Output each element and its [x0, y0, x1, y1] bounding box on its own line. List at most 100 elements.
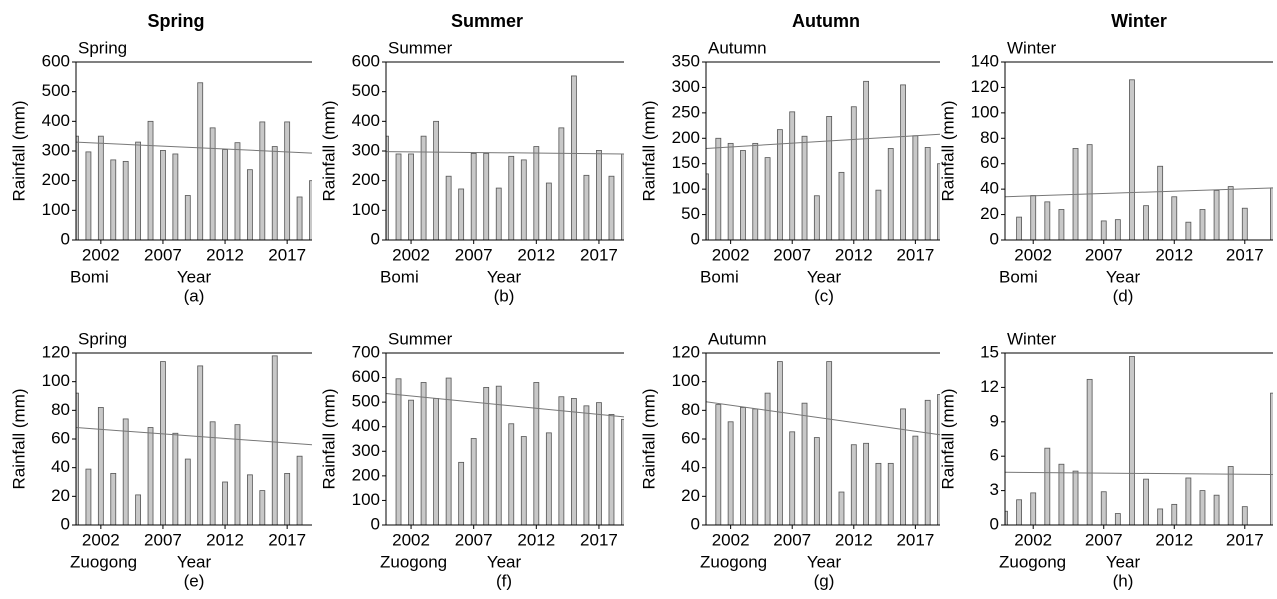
x-axis-label: Year	[487, 552, 522, 571]
x-tick-label: 2002	[392, 530, 430, 549]
x-tick-label: 2002	[392, 245, 430, 264]
bar	[1072, 470, 1079, 525]
bar	[533, 382, 540, 525]
bar	[789, 111, 796, 240]
bar	[583, 405, 590, 525]
bar	[110, 159, 117, 240]
y-tick-label: 400	[352, 416, 380, 435]
panel-caption: (c)	[814, 286, 834, 305]
bars	[706, 361, 940, 525]
bar	[495, 385, 502, 525]
panel-title: Winter	[1007, 329, 1056, 348]
bar	[1086, 378, 1093, 525]
y-axis-label: Rainfall (mm)	[319, 100, 338, 201]
y-axis-label: Rainfall (mm)	[938, 388, 957, 489]
y-tick-label: 150	[672, 153, 700, 172]
bar	[838, 171, 845, 240]
x-axis-label: Year	[1106, 552, 1141, 571]
bar	[445, 377, 452, 525]
bar	[408, 399, 414, 525]
trend-line	[706, 401, 940, 436]
bar	[246, 474, 253, 525]
y-tick-label: 300	[352, 140, 380, 159]
bar	[1058, 463, 1065, 525]
bar	[1100, 220, 1107, 240]
trend-line	[1005, 471, 1273, 476]
y-tick-label: 100	[672, 179, 700, 198]
bar	[740, 407, 746, 525]
y-tick-label: 100	[42, 371, 70, 390]
x-tick-label: 2017	[1226, 530, 1264, 549]
bar	[85, 468, 92, 525]
bar	[1016, 499, 1023, 525]
x-tick-label: 2012	[835, 530, 873, 549]
bar	[1241, 207, 1248, 240]
bar	[545, 182, 552, 240]
y-tick-label: 12	[980, 377, 999, 396]
x-tick-label: 2007	[144, 530, 182, 549]
x-tick-label: 2007	[773, 530, 811, 549]
panel-caption: (a)	[184, 286, 205, 305]
y-axis-label: Rainfall (mm)	[9, 388, 28, 489]
bar	[1143, 205, 1149, 240]
bar	[110, 472, 117, 525]
y-tick-label: 3	[990, 480, 999, 499]
x-tick-label: 2002	[1014, 530, 1052, 549]
y-tick-label: 300	[42, 140, 70, 159]
column-title: Spring	[148, 11, 205, 31]
y-tick-label: 50	[681, 204, 700, 223]
y-tick-label: 40	[51, 457, 70, 476]
y-tick-label: 250	[672, 102, 700, 121]
bar	[284, 121, 291, 240]
trend-line	[386, 393, 624, 418]
panel-title: Autumn	[708, 38, 767, 57]
bar	[1227, 466, 1234, 525]
y-axis-label: Rainfall (mm)	[639, 100, 658, 201]
bar	[222, 481, 228, 525]
y-tick-label: 200	[352, 465, 380, 484]
bar	[160, 361, 166, 525]
y-tick-label: 9	[990, 411, 999, 430]
y-tick-label: 600	[352, 51, 380, 70]
x-axis-label: Year	[807, 552, 842, 571]
bar	[813, 195, 820, 240]
bar	[789, 431, 796, 525]
y-axis-label: Rainfall (mm)	[9, 100, 28, 201]
bar	[259, 490, 266, 525]
y-tick-label: 80	[980, 128, 999, 147]
bar	[863, 80, 870, 240]
y-tick-label: 0	[691, 514, 700, 533]
bar	[583, 174, 590, 240]
bar	[184, 458, 191, 525]
bar	[420, 382, 427, 525]
bar	[1058, 209, 1065, 240]
y-tick-label: 0	[990, 514, 999, 533]
bars	[386, 75, 624, 240]
x-tick-label: 2017	[1226, 245, 1264, 264]
x-tick-label: 2007	[1085, 530, 1123, 549]
bar	[1086, 144, 1093, 240]
bar	[706, 173, 709, 240]
y-tick-label: 40	[980, 179, 999, 198]
bar	[209, 127, 216, 240]
x-axis-label: Year	[177, 552, 212, 571]
station-label: Bomi	[700, 267, 739, 286]
bar	[1185, 477, 1192, 525]
x-tick-label: 2017	[268, 245, 306, 264]
y-tick-label: 100	[672, 371, 700, 390]
bar	[76, 135, 79, 240]
panel-caption: (d)	[1113, 286, 1134, 305]
bar	[1270, 187, 1273, 240]
x-tick-label: 2017	[896, 530, 934, 549]
bar	[1143, 478, 1149, 525]
bar	[520, 159, 527, 240]
y-tick-label: 0	[61, 514, 70, 533]
bar	[727, 142, 734, 240]
trend-line	[386, 151, 624, 155]
bar	[458, 461, 465, 525]
bar	[937, 394, 940, 525]
bar	[1114, 219, 1121, 240]
bar	[135, 494, 142, 525]
y-tick-label: 80	[51, 400, 70, 419]
bar	[271, 146, 278, 240]
